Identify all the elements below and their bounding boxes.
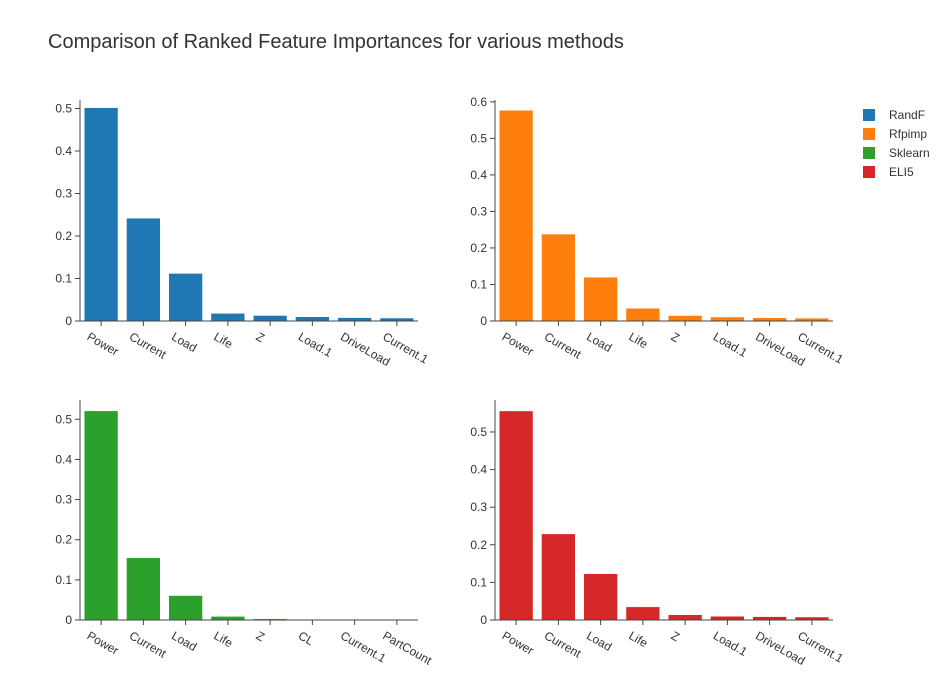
x-tick-label: Power: [85, 628, 121, 657]
x-tick-label: Z: [669, 628, 682, 644]
x-tick-label: Load.1: [296, 329, 335, 360]
y-tick-label: 0.4: [470, 168, 487, 182]
y-tick-label: 0.6: [470, 95, 487, 109]
legend[interactable]: RandF Rfpimp Sklearn ELI5: [863, 108, 930, 179]
subplot-sklearn: 0 0.1 0.2 0.3 0.4 0.5 Power Current Load Life Z CL C…: [55, 400, 435, 668]
legend-item-rfpimp[interactable]: Rfpimp: [863, 127, 927, 141]
legend-label: Rfpimp: [889, 127, 927, 141]
bar-sklearn-load[interactable]: [168, 595, 203, 621]
x-tick-label: Current: [127, 628, 169, 660]
x-tick-label: Load: [584, 329, 614, 354]
y-tick-label: 0.4: [55, 452, 72, 466]
x-tick-label: Power: [500, 329, 536, 358]
x-tick-label: Life: [211, 329, 235, 351]
y-tick-label: 0.1: [55, 272, 72, 286]
legend-label: Sklearn: [889, 146, 930, 160]
bar-rfpimp-power[interactable]: [498, 109, 534, 322]
bar-eli5-life[interactable]: [625, 606, 661, 621]
x-tick-label: Life: [626, 329, 650, 351]
bar-randf-power[interactable]: [83, 107, 119, 322]
y-tick-label: 0.2: [55, 229, 72, 243]
x-tick-label: PartCount: [380, 628, 434, 667]
y-tick-label: 0: [65, 613, 72, 627]
y-tick-label: 0.1: [470, 575, 487, 589]
y-tick-label: 0: [480, 613, 487, 627]
bar-eli5-driveload[interactable]: [752, 616, 787, 621]
y-tick-label: 0.5: [55, 412, 72, 426]
bar-rfpimp-z[interactable]: [667, 315, 703, 322]
x-tick-label: Load: [584, 628, 614, 653]
legend-item-sklearn[interactable]: Sklearn: [863, 146, 930, 160]
subplot-eli5: 0 0.1 0.2 0.3 0.4 0.5 Power Current Load Life Z Loa…: [470, 400, 846, 668]
bar-randf-load-1[interactable]: [295, 316, 330, 322]
y-tick-label: 0.5: [55, 102, 72, 116]
bar-eli5-current[interactable]: [541, 533, 576, 621]
bar-eli5-load[interactable]: [583, 573, 618, 621]
x-tick-label: CL: [296, 628, 317, 648]
x-tick-label: Current: [127, 329, 169, 361]
y-tick-label: 0.3: [55, 493, 72, 507]
x-tick-label: Current: [542, 329, 584, 361]
x-tick-label: Load: [169, 329, 199, 354]
bar-eli5-power[interactable]: [498, 410, 534, 621]
legend-item-eli5[interactable]: ELI5: [863, 165, 914, 179]
y-tick-label: 0.5: [470, 131, 487, 145]
y-tick-label: 0.4: [55, 144, 72, 158]
x-tick-label: Load.1: [711, 628, 750, 659]
legend-label: RandF: [889, 108, 925, 122]
bar-sklearn-life[interactable]: [210, 616, 246, 621]
legend-swatch: [863, 109, 875, 121]
y-tick-label: 0.5: [470, 425, 487, 439]
x-tick-label: Z: [254, 628, 267, 644]
bar-eli5-load-1[interactable]: [710, 615, 745, 621]
legend-item-randf[interactable]: RandF: [863, 108, 925, 122]
bar-rfpimp-load-1[interactable]: [710, 316, 745, 322]
bar-rfpimp-life[interactable]: [625, 307, 661, 322]
y-tick-label: 0.3: [470, 204, 487, 218]
bar-randf-driveload[interactable]: [337, 317, 372, 322]
page-title: Comparison of Ranked Feature Importances…: [48, 31, 624, 53]
y-tick-label: 0.3: [55, 187, 72, 201]
x-tick-label: Z: [254, 329, 267, 345]
y-tick-label: 0.1: [470, 277, 487, 291]
y-tick-label: 0: [65, 314, 72, 328]
y-tick-label: 0.1: [55, 573, 72, 587]
subplot-rfpimp: 0 0.1 0.2 0.3 0.4 0.5 0.6 Power Current Load Life Z…: [470, 95, 846, 369]
bar-randf-z[interactable]: [252, 315, 288, 322]
y-tick-label: 0: [480, 314, 487, 328]
bar-randf-life[interactable]: [210, 313, 246, 322]
legend-swatch: [863, 166, 875, 178]
bar-rfpimp-current[interactable]: [541, 233, 576, 322]
y-tick-label: 0.2: [55, 533, 72, 547]
bar-randf-current[interactable]: [126, 217, 161, 322]
y-tick-label: 0.2: [470, 538, 487, 552]
x-tick-label: Power: [85, 329, 121, 358]
x-tick-label: Power: [500, 628, 536, 657]
legend-swatch: [863, 147, 875, 159]
bar-rfpimp-load[interactable]: [583, 276, 618, 322]
bar-randf-load[interactable]: [168, 273, 203, 322]
x-tick-label: Life: [626, 628, 650, 650]
x-tick-label: Life: [211, 628, 235, 650]
x-tick-label: Current.1: [338, 628, 389, 665]
bar-sklearn-power[interactable]: [83, 410, 119, 621]
x-tick-label: Load.1: [711, 329, 750, 360]
subplot-randf: 0 0.1 0.2 0.3 0.4 0.5 Power Current Load Life Z Loa…: [55, 100, 431, 369]
bar-eli5-z[interactable]: [667, 614, 703, 621]
x-tick-label: Load: [169, 628, 199, 653]
bar-sklearn-current[interactable]: [126, 557, 161, 621]
legend-label: ELI5: [889, 165, 914, 179]
x-tick-label: Current: [542, 628, 584, 660]
y-tick-label: 0.4: [470, 463, 487, 477]
x-tick-label: Z: [669, 329, 682, 345]
y-tick-label: 0.3: [470, 500, 487, 514]
legend-swatch: [863, 128, 875, 140]
y-tick-label: 0.2: [470, 241, 487, 255]
